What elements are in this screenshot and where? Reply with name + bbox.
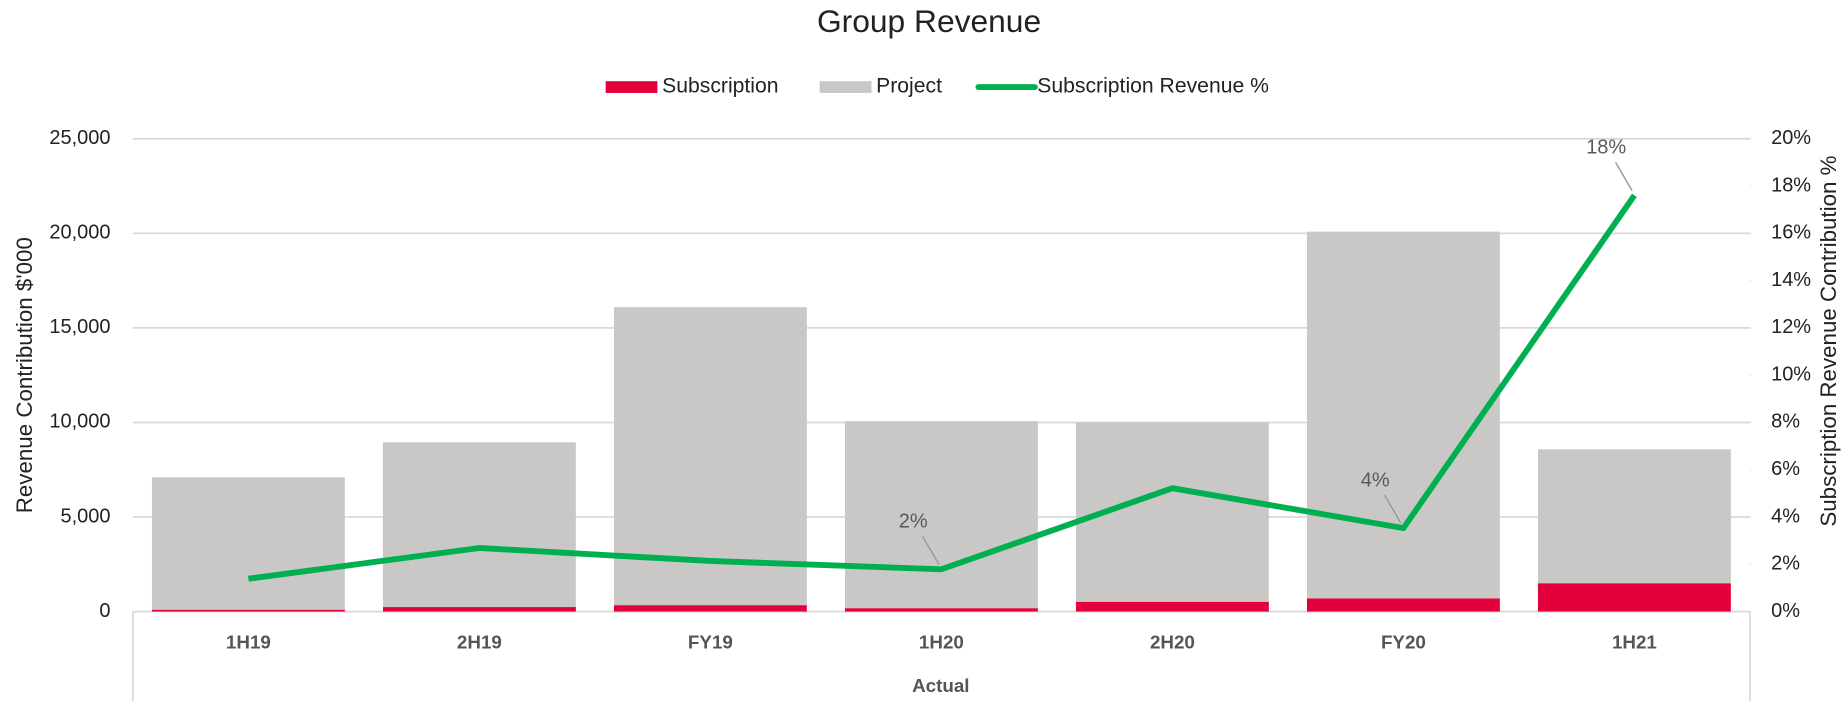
- data-label: 4%: [1361, 469, 1390, 491]
- bar: [382, 442, 576, 608]
- group-label: Actual: [912, 675, 969, 696]
- y2-tick-label: 10%: [1771, 363, 1811, 385]
- y2-tick-label: 18%: [1771, 174, 1811, 196]
- bar: [382, 607, 576, 612]
- bar: [151, 477, 345, 610]
- y2-tick-label: 14%: [1771, 269, 1811, 291]
- legend-label: Project: [876, 75, 942, 98]
- bar: [844, 421, 1038, 609]
- x-tick-label: FY19: [688, 631, 733, 652]
- bar: [1306, 231, 1500, 599]
- x-tick-label: 1H21: [1612, 631, 1657, 652]
- bar: [1537, 449, 1731, 584]
- y2-tick-label: 4%: [1771, 505, 1800, 527]
- y-tick-label: 10,000: [49, 411, 110, 433]
- bar: [1306, 598, 1500, 612]
- bar: [1537, 583, 1731, 612]
- legend-label: Subscription: [662, 75, 778, 98]
- x-tick-label: FY20: [1381, 631, 1426, 652]
- bar: [1075, 601, 1269, 612]
- y2-tick-label: 6%: [1771, 458, 1800, 480]
- bar: [844, 608, 1038, 612]
- y-tick-label: 20,000: [49, 222, 110, 244]
- y2-axis-label: Subscription Revenue Contribution %: [1816, 155, 1841, 526]
- y2-tick-label: 20%: [1771, 127, 1811, 149]
- y2-tick-label: 2%: [1771, 553, 1800, 575]
- y-tick-label: 0: [99, 600, 110, 622]
- x-tick-label: 2H19: [457, 631, 502, 652]
- y-axis-label: Revenue Contribution $'000: [12, 237, 37, 513]
- y-tick-label: 15,000: [49, 316, 110, 338]
- x-tick-label: 1H20: [919, 631, 964, 652]
- y-tick-label: 5,000: [61, 505, 111, 527]
- y2-tick-label: 0%: [1771, 600, 1800, 622]
- bar: [613, 605, 807, 612]
- x-tick-label: 1H19: [226, 631, 271, 652]
- y2-tick-label: 16%: [1771, 222, 1811, 244]
- leader-line: [921, 535, 940, 565]
- y2-tick-label: 8%: [1771, 411, 1800, 433]
- legend-label: Subscription Revenue %: [1037, 75, 1269, 98]
- y2-tick-label: 12%: [1771, 316, 1811, 338]
- x-tick-label: 2H20: [1150, 631, 1195, 652]
- legend-swatch: [605, 81, 658, 93]
- chart-title: Group Revenue: [817, 3, 1041, 39]
- bar: [151, 609, 345, 612]
- data-label: 18%: [1586, 137, 1626, 159]
- data-label: 2%: [899, 511, 928, 533]
- leader-line: [1383, 494, 1402, 524]
- legend-swatch: [819, 81, 872, 93]
- y-tick-label: 25,000: [49, 127, 110, 149]
- line: [248, 193, 1637, 582]
- leader-line: [1614, 162, 1633, 191]
